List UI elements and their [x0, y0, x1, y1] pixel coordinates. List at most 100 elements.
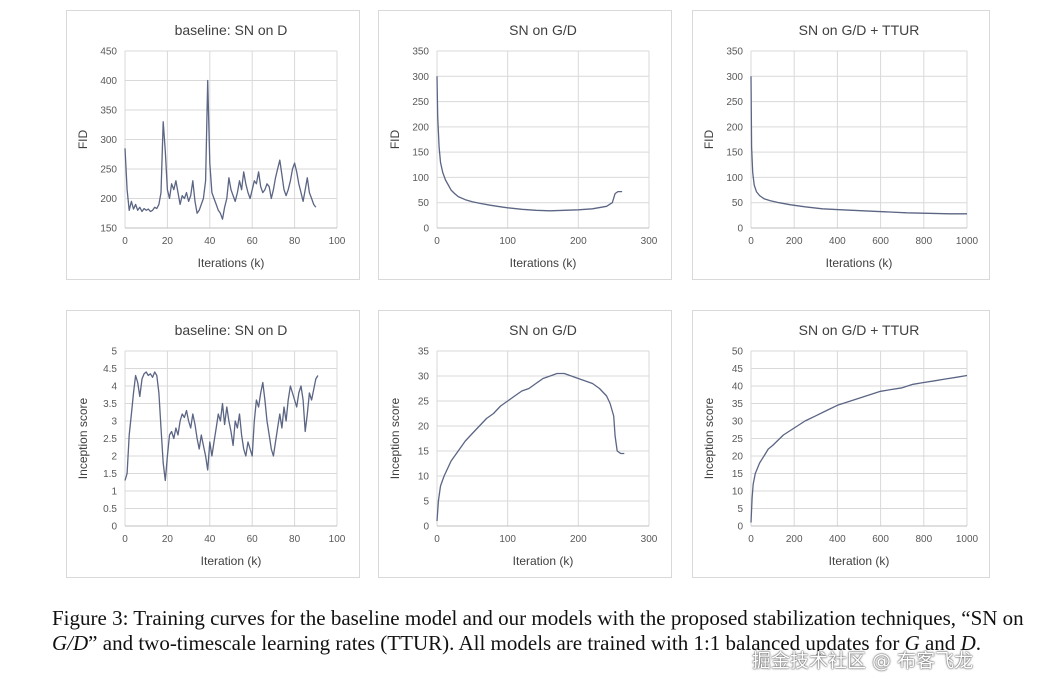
y-tick-label: 20: [732, 452, 744, 463]
caption-text-2: ” and two-timescale learning rates (TTUR…: [88, 631, 905, 655]
x-tick-label: 100: [329, 236, 346, 247]
x-tick-label: 0: [122, 534, 128, 545]
chart-svg-fid-ttur: SN on G/D + TTUR 0 50 100 150 200 250 300 350 0 20…: [702, 22, 979, 270]
chart-title: SN on G/D + TTUR: [799, 22, 920, 38]
y-tick-label: 100: [412, 173, 429, 184]
y-tick-label: 0: [111, 522, 117, 533]
series-line: [750, 76, 967, 215]
y-axis-label: FID: [702, 130, 716, 150]
y-tick-label: 50: [732, 198, 744, 209]
y-tick-label: 35: [732, 399, 744, 410]
x-tick-label: 400: [829, 534, 846, 545]
x-tick-label: 800: [915, 534, 932, 545]
y-tick-label: 20: [418, 422, 430, 433]
x-tick-label: 1000: [956, 534, 979, 545]
x-tick-label: 200: [786, 534, 803, 545]
x-tick-label: 400: [829, 236, 846, 247]
x-tick-label: 300: [641, 534, 658, 545]
y-tick-label: 350: [100, 106, 117, 117]
y-tick-label: 300: [100, 135, 117, 146]
y-tick-label: 4.5: [103, 364, 117, 375]
caption-var-g: G: [904, 631, 920, 655]
x-tick-label: 0: [122, 236, 128, 247]
caption-text-4: .: [975, 631, 981, 655]
x-tick-label: 600: [872, 236, 889, 247]
x-tick-label: 600: [872, 534, 889, 545]
x-tick-label: 100: [499, 534, 516, 545]
chart-title: SN on G/D: [509, 22, 577, 38]
chart-panel-fid-ttur: SN on G/D + TTUR 0 50 100 150 200 250 300 350 0 20…: [692, 10, 990, 280]
y-tick-label: 0: [737, 224, 743, 235]
y-tick-label: 0: [423, 224, 429, 235]
x-tick-label: 80: [289, 236, 301, 247]
y-axis-label: FID: [76, 130, 90, 150]
x-tick-label: 0: [434, 236, 440, 247]
y-tick-label: 450: [100, 47, 117, 58]
y-axis-label: Inception score: [76, 397, 90, 479]
chart-panel-is-ttur: SN on G/D + TTUR 0 5 10 15 20 25 30 35 40 45 50 0 200…: [692, 310, 990, 578]
x-tick-label: 0: [748, 534, 754, 545]
chart-svg-is-ttur: SN on G/D + TTUR 0 5 10 15 20 25 30 35 40 45 50 0 200…: [702, 322, 979, 568]
x-tick-label: 800: [915, 236, 932, 247]
y-tick-label: 150: [412, 148, 429, 159]
y-tick-label: 150: [726, 148, 743, 159]
y-tick-label: 400: [100, 76, 117, 87]
caption-label: Figure 3:: [52, 606, 129, 630]
y-tick-label: 1: [111, 487, 117, 498]
x-tick-label: 40: [204, 534, 216, 545]
y-tick-label: 30: [418, 372, 430, 383]
x-tick-label: 60: [247, 236, 259, 247]
x-tick-label: 200: [786, 236, 803, 247]
x-tick-label: 80: [289, 534, 301, 545]
y-tick-label: 200: [726, 122, 743, 133]
y-tick-label: 25: [732, 434, 744, 445]
x-tick-label: 20: [162, 534, 174, 545]
x-tick-label: 40: [204, 236, 216, 247]
y-tick-label: 45: [732, 364, 744, 375]
x-axis-label: Iterations (k): [198, 256, 265, 270]
chart-svg-fid-baseline: baseline: SN on D 150 200 250 300 350 400 450 0 2…: [76, 22, 346, 270]
chart-panel-fid-sn-gd: SN on G/D 0 50 100 150 200 250 300 350 0 100 200 300…: [378, 10, 672, 280]
y-tick-label: 200: [100, 194, 117, 205]
y-axis-label: FID: [388, 130, 402, 150]
y-tick-label: 200: [412, 122, 429, 133]
x-tick-label: 0: [748, 236, 754, 247]
y-tick-label: 25: [418, 397, 430, 408]
chart-svg-is-baseline: baseline: SN on D 0 0.5 1 1.5 2 2.5 3 3.5 4 4.5 5 0 2…: [76, 322, 346, 568]
x-tick-label: 200: [570, 236, 587, 247]
y-tick-label: 300: [412, 72, 429, 83]
x-tick-label: 60: [247, 534, 259, 545]
y-tick-label: 250: [726, 97, 743, 108]
chart-title: SN on G/D: [509, 322, 577, 338]
y-tick-label: 350: [412, 47, 429, 58]
y-tick-label: 10: [418, 472, 430, 483]
y-tick-label: 3.5: [103, 399, 117, 410]
y-tick-label: 1.5: [103, 469, 117, 480]
series-line: [124, 79, 317, 220]
y-tick-label: 250: [100, 165, 117, 176]
y-tick-label: 50: [732, 347, 744, 358]
chart-panel-is-sn-gd: SN on G/D 0 5 10 15 20 25 30 35 0 100 200 300 Iterati…: [378, 310, 672, 578]
series-line: [436, 76, 623, 212]
y-tick-label: 150: [100, 224, 117, 235]
x-tick-label: 1000: [956, 236, 979, 247]
watermark-text: 掘金技术社区 @ 布客飞龙: [752, 650, 974, 672]
y-axis-label: Inception score: [388, 397, 402, 479]
y-tick-label: 0: [423, 522, 429, 533]
caption-var-gd: G/D: [52, 631, 89, 655]
x-tick-label: 20: [162, 236, 174, 247]
caption-var-d: D: [960, 631, 976, 655]
y-tick-label: 40: [732, 382, 744, 393]
y-tick-label: 2: [111, 452, 117, 463]
caption-text-1: Training curves for the baseline model a…: [128, 606, 1024, 630]
y-tick-label: 250: [412, 97, 429, 108]
chart-svg-is-sn-gd: SN on G/D 0 5 10 15 20 25 30 35 0 100 200 300 Iterati…: [388, 322, 658, 568]
y-tick-label: 100: [726, 173, 743, 184]
x-axis-label: Iteration (k): [513, 554, 574, 568]
chart-title: SN on G/D + TTUR: [799, 322, 920, 338]
y-tick-label: 50: [418, 198, 430, 209]
series-line: [436, 372, 625, 522]
y-tick-label: 350: [726, 47, 743, 58]
y-tick-label: 300: [726, 72, 743, 83]
y-axis-label: Inception score: [702, 397, 716, 479]
